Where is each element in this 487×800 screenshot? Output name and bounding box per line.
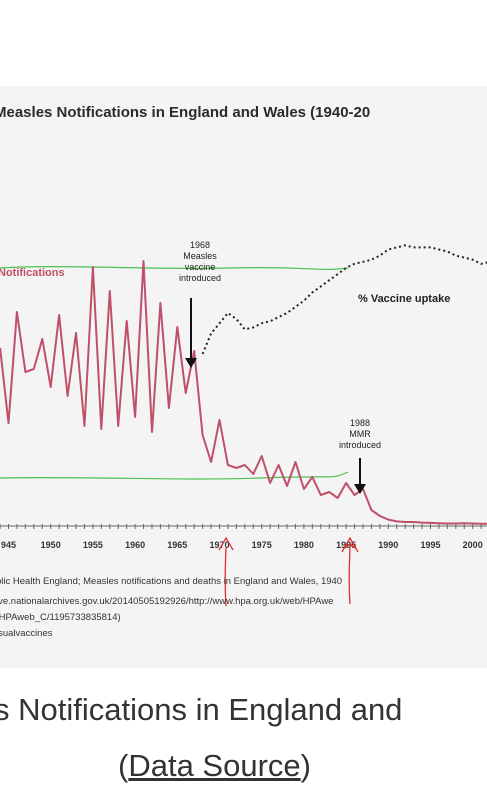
x-tick-label: 945 [1,540,16,550]
x-tick-label: 1960 [125,540,145,550]
x-tick-label: 1995 [420,540,440,550]
handwritten-arrow-1970 [218,536,234,607]
series-label-notifications: Notifications [0,267,65,279]
annotation-1968-text: vaccine [185,262,216,272]
series-label-vaccine-uptake: % Vaccine uptake [358,293,450,305]
caption-paren-close: ) [300,748,311,783]
x-tick-label: 1965 [167,540,187,550]
bracket-line-top [0,265,349,271]
source-line-4: isualvaccines [0,628,53,639]
annotation-1968-arrowhead [185,358,197,368]
x-tick-label: 2000 [463,540,483,550]
annotation-1968-text: Measles [183,251,217,261]
caption-paren-open: ( [118,748,129,783]
data-source-link[interactable]: Data Source [128,748,301,783]
source-line-2: ive.nationalarchives.gov.uk/201405051929… [0,596,334,607]
annotation-1988-text: MMR [349,429,371,439]
x-tick-label: 1955 [83,540,103,550]
x-tick-label: 1990 [378,540,398,550]
annotation-1988-arrowhead [354,484,366,494]
source-line-3: /HPAweb_C/1195733835814) [0,612,121,623]
source-line-1: blic Health England; Measles notificatio… [0,576,343,587]
x-tick-label: 1970 [209,540,229,550]
series-notifications [0,260,487,525]
annotation-1968-text: introduced [179,273,221,283]
x-tick-label: 1950 [41,540,61,550]
handwritten-arrow-1988 [341,536,359,605]
annotation-1988-text: introduced [339,440,381,450]
annotation-1988-text: 1988 [350,418,370,428]
chart-title: Measles Notifications in England and Wal… [0,104,371,121]
caption-line-1: s Notifications in England and [0,692,403,727]
x-tick-label: 1975 [252,540,272,550]
caption-line-2: (Data Source) [118,748,311,784]
bracket-line-bottom [0,471,349,480]
chart-panel [0,86,487,668]
annotation-1968-text: 1968 [190,240,210,250]
x-tick-label: 1980 [294,540,314,550]
